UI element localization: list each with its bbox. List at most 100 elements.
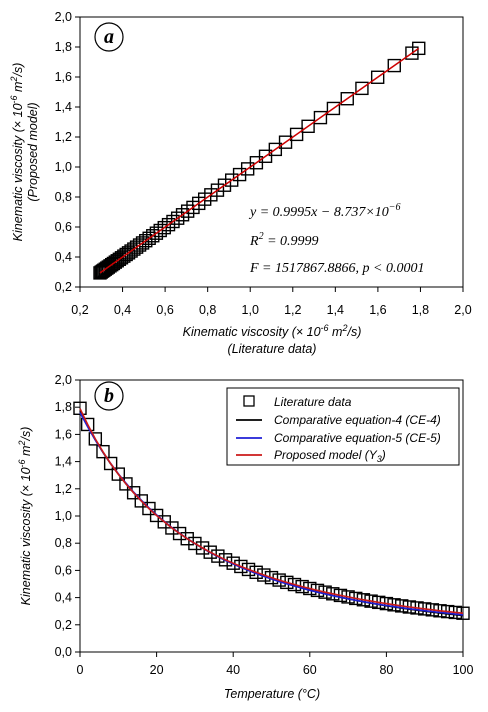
panel-a-y-tick-label: 1,6	[55, 70, 72, 84]
legend-label-literature: Literature data	[274, 395, 352, 409]
panel-b-literature-point	[241, 562, 256, 577]
panel-b-y-tick-label: 1,8	[55, 400, 72, 414]
panel-b-x-ticks: 0 20 40 60 80 100	[77, 652, 474, 677]
panel-b-literature-point	[249, 565, 263, 580]
panel-b-legend: Literature data Comparative equation-4 (…	[226, 387, 460, 466]
panel-a-data-point	[340, 92, 354, 106]
panel-b-y-tick-label: 2,0	[55, 373, 72, 387]
panel-a-y-tick-label: 0,6	[55, 220, 72, 234]
panel-a-data-point	[387, 58, 401, 73]
panel-b-y-tick-label: 1,0	[55, 509, 72, 523]
panel-b-literature-point	[111, 467, 126, 481]
panel-a-data-point	[175, 208, 190, 222]
panel-a-x-axis-title: Kinematic viscosity (× 10-6 m2/s)	[183, 323, 362, 339]
panel-b-literature-point	[356, 593, 371, 607]
panel-b-literature-point	[387, 598, 401, 612]
panel-a-letter-circle	[94, 22, 124, 52]
panel-a-y-axis-subtitle: (Proposed model)	[26, 102, 40, 201]
panel-a-x-tick-label: 0,8	[199, 303, 216, 317]
panel-a-x-tick-label: 1,6	[369, 303, 386, 317]
panel-a-y-tick-label: 0,4	[55, 250, 72, 264]
panel-b-literature-point	[73, 401, 87, 415]
panel-a-y-ticks: 0,2 0,4 0,6 0,8 1,0 1,2 1,4 1,6 1,8 2,0	[55, 10, 80, 294]
panel-b-literature-point	[119, 477, 133, 491]
panel-a-data-point	[278, 135, 293, 149]
panel-a-data-point	[355, 81, 369, 96]
panel-b-literature-point	[142, 501, 156, 516]
panel-a-data-point	[289, 127, 304, 142]
legend-box	[226, 387, 460, 466]
panel-a-data-point	[146, 229, 160, 243]
legend-label-ce5: Comparative equation-5 (CE-5)	[274, 431, 441, 445]
panel-b-x-tick-label: 0	[77, 663, 84, 677]
panel-b-literature-point	[257, 568, 271, 582]
panel-b-x-tick-label: 60	[303, 663, 317, 677]
panel-b-x-tick-label: 80	[379, 663, 393, 677]
panel-b-y-tick-label: 0,2	[55, 618, 72, 632]
panel-a-x-tick-label: 2,0	[454, 303, 471, 317]
panel-b-literature-point	[195, 541, 210, 555]
panel-a-y-tick-label: 0,2	[55, 280, 72, 294]
panel-a-data-point	[405, 46, 419, 60]
panel-a-letter: a	[104, 26, 114, 48]
panel-a-data-point	[313, 110, 328, 125]
panel-a-data-point	[412, 41, 426, 56]
panel-b-letter: b	[104, 385, 114, 407]
panel-b-letter-circle	[94, 381, 124, 411]
panel-b-y-tick-label: 0,0	[55, 645, 72, 659]
panel-a-x-tick-label: 1,0	[242, 303, 259, 317]
panel-b-literature-point	[188, 536, 202, 551]
panel-b-literature-point	[88, 432, 103, 446]
legend-marker-literature	[243, 395, 255, 407]
panel-b-literature-point	[80, 417, 95, 432]
panel-a-y-tick-label: 2,0	[55, 10, 72, 24]
panel-a-equation-2: R2 = 0.9999	[249, 231, 319, 249]
panel-a-y-tick-label: 1,0	[55, 160, 72, 174]
panel-a: 0,2 0,4 0,6 0,8 1,0 1,2 1,4 1,6 1,8 2,0 0,2 0,4 0,6…	[9, 10, 472, 356]
panel-b-literature-point	[379, 596, 394, 611]
panel-a-x-tick-label: 1,4	[327, 303, 344, 317]
panel-a-data-point	[370, 70, 385, 84]
panel-b-literature-point	[364, 594, 378, 608]
panel-a-data-point	[210, 183, 225, 197]
panel-b-y-tick-label: 1,2	[55, 482, 72, 496]
panel-a-data-point	[117, 249, 131, 263]
panel-a-data-point	[258, 149, 273, 163]
panel-a-x-tick-label: 0,6	[156, 303, 173, 317]
panel-a-x-tick-label: 1,8	[412, 303, 429, 317]
panel-a-x-tick-label: 0,2	[71, 303, 88, 317]
panel-a-equation-1: y = 0.9995x − 8.737×10−6	[248, 202, 401, 220]
panel-b-y-axis-title: Kinematic viscosity (× 10-6 m2/s)	[17, 427, 33, 606]
panel-a-x-ticks: 0,2 0,4 0,6 0,8 1,0 1,2 1,4 1,6 1,8 2,0	[71, 287, 472, 317]
panel-a-fit-line	[99, 47, 420, 274]
panel-b-y-ticks: 0,0 0,2 0,4 0,6 0,8 1,0 1,2 1,4 1,6 1,8 2,0	[55, 373, 80, 659]
panel-b-y-tick-label: 0,8	[55, 536, 72, 550]
panel-a-y-tick-label: 0,8	[55, 190, 72, 204]
legend-label-ce4: Comparative equation-4 (CE-4)	[274, 413, 441, 427]
panel-a-data-point	[301, 119, 315, 133]
panel-a-data-point	[166, 214, 180, 229]
panel-b-x-tick-label: 40	[226, 663, 240, 677]
panel-a-data-point	[326, 101, 341, 116]
panel-a-data-point	[217, 178, 232, 192]
panel-a-data-point	[114, 251, 129, 265]
panel-a-equation-3: F = 1517867.8866, p < 0.0001	[249, 261, 424, 276]
panel-a-data-point	[142, 231, 156, 245]
panel-b: 0 20 40 60 80 100 0,0 0,2 0,4 0,6 0,8 1,0 1,2 1,4 1,6…	[17, 373, 473, 701]
panel-b-x-tick-label: 20	[150, 663, 164, 677]
legend-label-proposed: Proposed model (Y3)	[274, 448, 386, 464]
panel-b-line-proposed	[79, 408, 464, 614]
panel-a-x-axis-subtitle: (Literature data)	[228, 342, 317, 356]
panel-b-literature-point	[126, 486, 141, 500]
panel-b-y-tick-label: 0,6	[55, 563, 72, 577]
panel-a-y-axis-title: Kinematic viscosity (× 10-6 m2/s)	[9, 63, 25, 242]
panel-b-y-tick-label: 1,6	[55, 427, 72, 441]
panel-b-literature-point	[395, 599, 409, 613]
panel-a-y-tick-label: 1,2	[55, 130, 72, 144]
panel-a-data-point	[139, 233, 153, 248]
panel-b-x-tick-label: 100	[453, 663, 474, 677]
panel-a-data-point	[268, 142, 283, 157]
panel-b-literature-point	[218, 553, 233, 567]
panel-a-data-point	[170, 211, 185, 225]
panel-b-y-tick-label: 0,4	[55, 591, 72, 605]
